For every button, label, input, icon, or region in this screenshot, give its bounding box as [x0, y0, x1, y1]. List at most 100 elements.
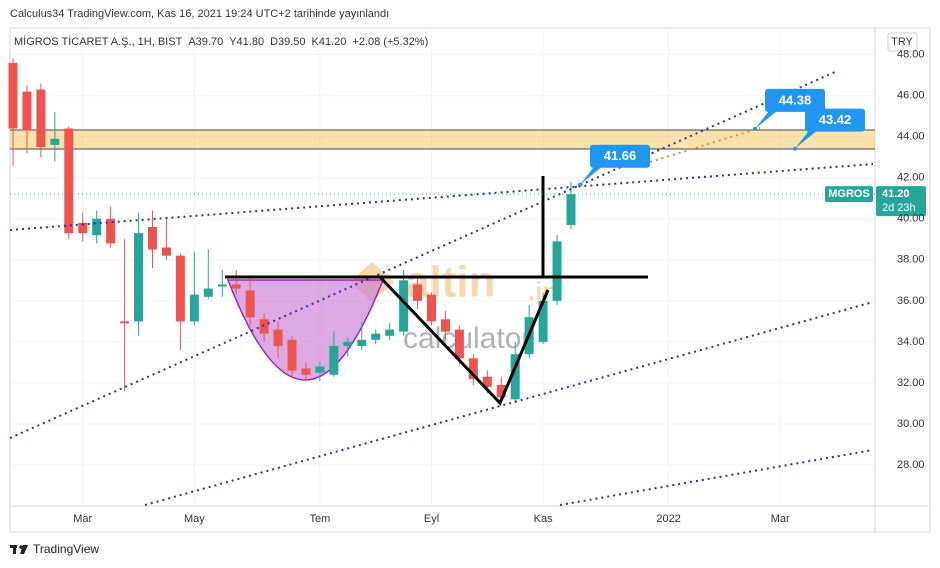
callout-pointer: [795, 130, 817, 149]
y-tick-label: 48.00: [897, 49, 925, 61]
candle-body: [482, 376, 492, 388]
callout-box: [590, 144, 650, 168]
candle-body: [161, 247, 171, 256]
symbol: MİGROS TİCARET A.Ş., 1H, BIST: [14, 35, 183, 48]
callout-pointer: [580, 166, 602, 185]
y-tick-label: 44.00: [897, 131, 925, 143]
pattern-lines: [225, 176, 648, 406]
x-tick-label: Kas: [534, 513, 553, 525]
callout-label: 44.38: [779, 92, 812, 107]
candle-body: [552, 241, 562, 301]
trend-lines: [9, 71, 874, 506]
candle-body: [92, 218, 102, 236]
x-tick-label: May: [184, 513, 205, 525]
candle-body: [538, 300, 548, 342]
candle-body: [64, 128, 74, 234]
trend-line: [9, 163, 874, 231]
x-tick-label: Mar: [73, 513, 92, 525]
projection-line: [649, 127, 761, 163]
y-tick-label: 46.00: [897, 90, 925, 102]
ohlc-value: 39.70: [196, 36, 224, 48]
candle-body: [371, 333, 381, 340]
resistance-zone: [10, 130, 875, 149]
candle-body: [510, 354, 520, 400]
candle-body: [454, 329, 464, 359]
currency-box: [887, 32, 918, 52]
cup-shape: [226, 279, 385, 381]
candles: [8, 58, 576, 404]
y-tick-label: 34.00: [897, 336, 925, 348]
callout-label: 41.66: [604, 148, 637, 163]
candle-body: [78, 222, 88, 234]
y-tick-label: 36.00: [897, 295, 925, 307]
y-tick-label: 40.00: [897, 213, 925, 225]
x-tick-label: 2022: [656, 513, 680, 525]
trend-line: [9, 71, 836, 439]
callout-label: 43.42: [819, 112, 852, 127]
y-tick-label: 38.00: [897, 254, 925, 266]
handle-line: [378, 275, 550, 406]
candle-body: [343, 341, 353, 346]
currency: TRY: [891, 36, 913, 48]
ohlc-value: 39.50: [278, 36, 306, 48]
candle-body: [106, 218, 116, 244]
candle-body: [427, 294, 436, 322]
candle-body: [50, 138, 60, 145]
candle-body: [120, 321, 130, 324]
candle-body: [231, 284, 241, 289]
callout-box: [765, 88, 825, 112]
ohlc-value: 41.20: [319, 36, 347, 48]
ohlc-legend: A 39.70 Y 41.80 D 39.50 K 41.20 +2.08 (+5.32%): [188, 36, 428, 48]
x-tick-label: Eyl: [424, 513, 439, 525]
candle-body: [273, 329, 283, 346]
callout-point: [793, 146, 797, 151]
candle-body: [22, 91, 32, 131]
trend-line: [559, 449, 874, 506]
last-price-label: 41.20: [882, 188, 910, 200]
symbol-tag-text: MGROS: [828, 188, 870, 200]
candle-body: [413, 284, 423, 301]
candle-body: [315, 366, 325, 373]
candle-body: [189, 294, 199, 322]
candle-body: [217, 284, 227, 287]
y-tick-label: 32.00: [897, 377, 925, 389]
candle-body: [399, 280, 409, 332]
callout-pointer: [755, 110, 777, 129]
candle-body: [385, 329, 395, 336]
y-tick-label: 28.00: [897, 459, 925, 471]
ohlc-key: D: [270, 36, 278, 48]
candle-body: [8, 62, 18, 129]
candle-body: [175, 255, 185, 322]
candle-body: [36, 89, 46, 147]
callout-point: [753, 126, 757, 131]
ohlc-key: Y: [229, 36, 237, 48]
candle-body: [259, 319, 269, 334]
ohlc-change: +2.08 (+5.32%): [352, 36, 428, 48]
last-price-tag: [876, 186, 926, 217]
ohlc-key: K: [312, 36, 320, 48]
candle-body: [245, 290, 255, 318]
published-note: Calculus34 TradingView.com, Kas 16, 2021…: [10, 8, 389, 20]
footer-logo: [10, 545, 28, 554]
callout-box: [805, 108, 865, 132]
candle-body: [203, 288, 213, 297]
overlay: MGROS 41.20 2d 23h 44.38 43.42 41.66: [578, 88, 926, 217]
x-tick-label: Tem: [310, 513, 331, 525]
logo-part: [20, 545, 28, 554]
ohlc-value: 41.80: [237, 36, 265, 48]
footer-brand: TradingView: [33, 542, 99, 556]
candle-body: [357, 339, 367, 346]
logo-part: [19, 545, 23, 549]
countdown: 2d 23h: [882, 202, 916, 214]
candle-body: [148, 226, 157, 250]
candle-body: [287, 339, 297, 371]
candle-body: [440, 319, 450, 332]
candle-body: [566, 194, 576, 225]
callout-point: [578, 182, 582, 187]
y-tick-label: 42.00: [897, 172, 925, 184]
ohlc-key: A: [188, 36, 196, 48]
time-axis: [9, 505, 931, 533]
y-tick-label: 30.00: [897, 418, 925, 430]
